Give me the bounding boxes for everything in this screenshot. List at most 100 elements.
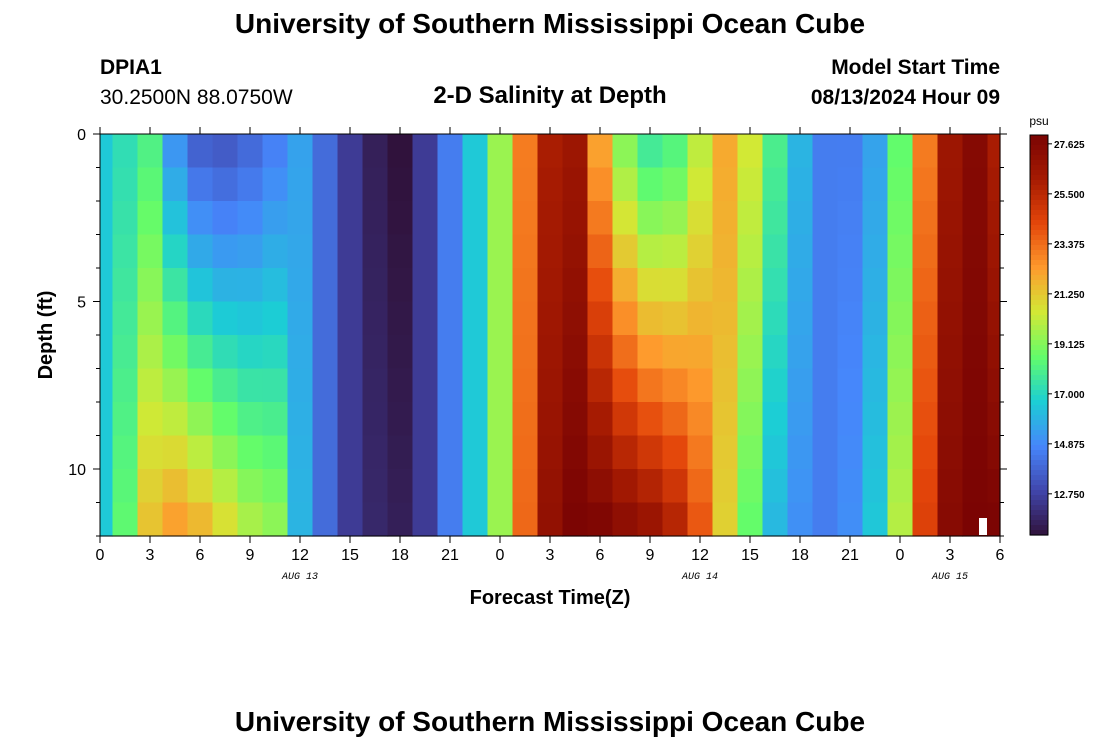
heatmap-cell (587, 469, 614, 504)
heatmap-cell (662, 201, 689, 236)
y-axis: 0 5 10 (68, 127, 1007, 537)
heatmap-cell (362, 234, 389, 269)
heatmap-cell (437, 134, 464, 169)
heatmap-cell (762, 402, 789, 437)
heatmap-cell (237, 502, 264, 537)
heatmap-cell (562, 469, 589, 504)
heatmap-cell (737, 402, 764, 437)
heatmap-cell (787, 134, 814, 169)
colorbar-swatch (1030, 145, 1048, 151)
heatmap-cell (937, 435, 964, 470)
heatmap-cell (212, 502, 239, 537)
heatmap-cell (100, 435, 114, 470)
heatmap-cell (362, 502, 389, 537)
colorbar-tick-label: 14.875 (1054, 440, 1085, 451)
heatmap-cell (337, 335, 364, 370)
heatmap-cell (487, 502, 514, 537)
heatmap-cell (987, 167, 1001, 202)
heatmap-cell (887, 502, 914, 537)
heatmap-cell (212, 167, 239, 202)
colorbar-swatch (1030, 480, 1048, 486)
heatmap-cell (262, 335, 289, 370)
heatmap-cell (787, 502, 814, 537)
colorbar-swatch (1030, 500, 1048, 506)
heatmap-cell (387, 502, 414, 537)
x-tick-label: 12 (691, 547, 709, 564)
heatmap-cell (287, 201, 314, 236)
heatmap-cell (987, 234, 1001, 269)
heatmap-cell (362, 301, 389, 336)
heatmap-cell (387, 368, 414, 403)
heatmap-cell (862, 201, 889, 236)
colorbar-swatch (1030, 435, 1048, 441)
heatmap-cell (937, 201, 964, 236)
salinity-heatmap-chart: 0 3 6 9 12 15 18 21 0 3 6 9 12 15 18 21 0 3 6 AUG 13 AUG 14 A… (35, 114, 1085, 609)
heatmap-cell (787, 368, 814, 403)
heatmap-cell (862, 502, 889, 537)
heatmap-cell (312, 435, 339, 470)
footer-title: University of Southern Mississippi Ocean… (234, 706, 866, 737)
heatmap-cell (737, 502, 764, 537)
heatmap-cell (937, 402, 964, 437)
colorbar-swatch (1030, 230, 1048, 236)
heatmap-cell (412, 502, 439, 537)
heatmap-cell (612, 301, 639, 336)
colorbar-tick-label: 21.250 (1054, 290, 1085, 301)
heatmap-cell (100, 134, 114, 169)
colorbar-swatch (1030, 470, 1048, 476)
heatmap-cell (712, 301, 739, 336)
heatmap-cell (837, 134, 864, 169)
heatmap-cell (937, 368, 964, 403)
colorbar-swatch (1030, 390, 1048, 396)
heatmap-cell (812, 234, 839, 269)
heatmap-cell (312, 167, 339, 202)
heatmap-cell (487, 167, 514, 202)
colorbar-swatch (1030, 180, 1048, 186)
heatmap-cell (462, 435, 489, 470)
heatmap-cell (737, 301, 764, 336)
x-tick-label: 0 (96, 547, 105, 564)
heatmap-cell (737, 234, 764, 269)
heatmap-cell (100, 234, 114, 269)
heatmap-cell (962, 301, 989, 336)
heatmap-cell (312, 234, 339, 269)
heatmap-cell (462, 134, 489, 169)
heatmap-cell (962, 134, 989, 169)
heatmap-cell (712, 368, 739, 403)
heatmap-cell (837, 201, 864, 236)
heatmap-cell (537, 301, 564, 336)
colorbar-swatch (1030, 140, 1048, 146)
heatmap-cell (312, 402, 339, 437)
heatmap-cell (100, 402, 114, 437)
colorbar-swatch (1030, 330, 1048, 336)
heatmap-cell (112, 335, 139, 370)
x-tick-label: 18 (791, 547, 809, 564)
heatmap-cell (112, 435, 139, 470)
colorbar-swatch (1030, 195, 1048, 201)
date-label: AUG 14 (681, 572, 718, 583)
heatmap-cell (937, 301, 964, 336)
heatmap-cell (337, 301, 364, 336)
heatmap-cell (187, 301, 214, 336)
colorbar-swatch (1030, 485, 1048, 491)
heatmap-cell (237, 335, 264, 370)
heatmap-cell (587, 335, 614, 370)
station-coordinates: 30.2500N 88.0750W (100, 86, 293, 109)
heatmap-cell (162, 435, 189, 470)
x-tick-label: 18 (391, 547, 409, 564)
colorbar-swatch (1030, 375, 1048, 381)
heatmap-cell (262, 167, 289, 202)
colorbar-swatch (1030, 365, 1048, 371)
heatmap-cell (637, 234, 664, 269)
heatmap-cell (362, 402, 389, 437)
colorbar-swatch (1030, 150, 1048, 156)
heatmap-cell (287, 435, 314, 470)
heatmap-cell (812, 268, 839, 303)
heatmap-cell (862, 469, 889, 504)
heatmap-cell (137, 368, 164, 403)
colorbar-swatch (1030, 135, 1048, 141)
heatmap-cell (862, 234, 889, 269)
heatmap-cell (462, 268, 489, 303)
heatmap-cell (512, 268, 539, 303)
x-tick-label: 3 (546, 547, 555, 564)
